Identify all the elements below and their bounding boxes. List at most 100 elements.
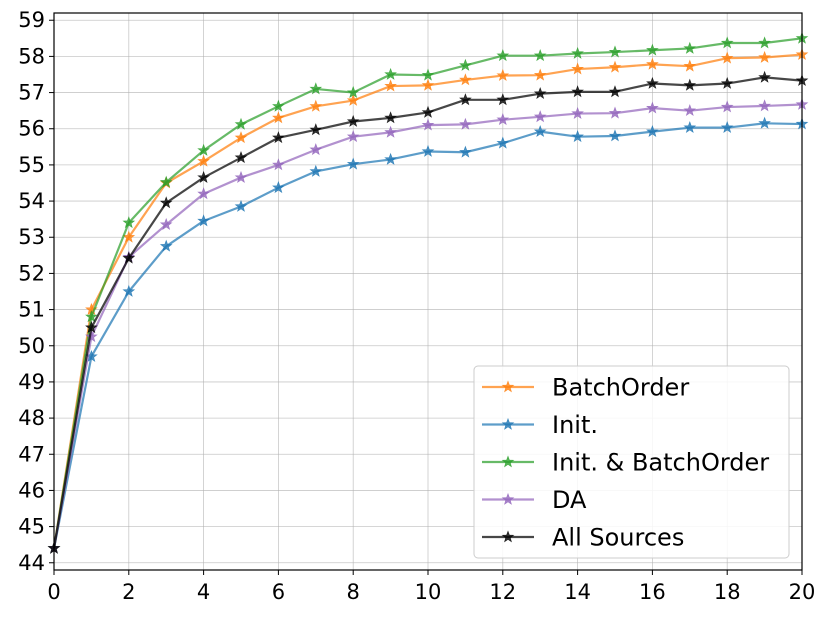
data-point	[608, 60, 622, 73]
legend: BatchOrder Init. Init. & BatchOrder DA All S…	[473, 365, 790, 559]
x-tick-label: 18	[714, 580, 741, 604]
data-point	[272, 131, 285, 144]
data-point	[683, 78, 697, 91]
data-point	[346, 114, 360, 127]
data-point	[571, 62, 584, 75]
y-tick-label: 47	[18, 442, 45, 466]
data-point	[533, 68, 547, 81]
data-point	[234, 170, 248, 183]
data-point	[533, 86, 547, 100]
data-point	[234, 117, 248, 130]
data-point	[309, 143, 323, 156]
data-point	[85, 330, 98, 343]
y-tick-label: 58	[18, 44, 45, 68]
data-point	[496, 113, 510, 126]
y-tick-label: 52	[18, 261, 45, 285]
data-point	[346, 157, 360, 170]
data-point	[309, 123, 323, 136]
data-point	[720, 51, 734, 64]
data-point	[459, 93, 472, 106]
y-tick-label: 54	[18, 189, 45, 213]
data-point	[533, 110, 547, 123]
legend-star-icon	[501, 530, 515, 543]
legend-item: Init. & BatchOrder	[482, 449, 769, 477]
data-point	[346, 93, 360, 106]
y-tick-label: 56	[18, 117, 45, 141]
data-point	[346, 130, 360, 143]
data-point	[197, 187, 210, 200]
data-point	[571, 46, 584, 59]
series-init-batchorder	[47, 31, 809, 554]
data-point	[608, 129, 622, 142]
legend-item: All Sources	[482, 524, 684, 552]
data-point	[459, 117, 472, 130]
data-point	[720, 120, 734, 134]
legend-label: Init.	[552, 411, 598, 439]
data-point	[309, 164, 323, 177]
legend-label: DA	[552, 486, 587, 514]
legend-label: Init. & BatchOrder	[552, 449, 769, 477]
legend-item: Init.	[482, 411, 598, 439]
data-point	[159, 217, 173, 230]
data-point	[384, 111, 397, 124]
data-point	[496, 93, 510, 106]
series-layer	[47, 31, 809, 554]
data-point	[758, 36, 771, 49]
y-tick-label: 46	[18, 478, 45, 502]
data-point	[384, 152, 397, 165]
data-point	[758, 70, 771, 83]
data-point	[159, 239, 173, 252]
data-point	[309, 82, 323, 95]
data-point	[85, 320, 98, 334]
data-point	[197, 170, 210, 183]
data-point	[384, 79, 397, 92]
y-tick-label: 44	[18, 551, 45, 575]
data-point	[496, 49, 510, 62]
data-point	[384, 67, 397, 80]
y-tick-label: 50	[18, 334, 45, 358]
data-point	[720, 76, 734, 89]
data-point	[384, 125, 397, 138]
data-point	[608, 85, 622, 98]
data-point	[683, 103, 697, 117]
data-point	[646, 124, 659, 138]
data-point	[496, 136, 510, 149]
ticks: 0 2 4 6 8 10 12 14 16 18 2044454647484950515253545…	[18, 8, 815, 604]
data-point	[309, 99, 323, 112]
data-point	[758, 116, 771, 129]
legend-star-icon	[501, 380, 515, 393]
data-point	[720, 36, 734, 49]
x-tick-label: 4	[197, 580, 210, 604]
x-tick-label: 6	[272, 580, 285, 604]
data-point	[608, 45, 622, 58]
data-point	[272, 99, 285, 112]
data-point	[459, 145, 472, 158]
x-tick-label: 20	[789, 580, 816, 604]
data-point	[159, 196, 173, 209]
data-point	[683, 59, 697, 72]
data-point	[234, 151, 248, 164]
legend-item: BatchOrder	[482, 374, 689, 402]
data-point	[571, 106, 584, 119]
legend-label: All Sources	[552, 524, 684, 552]
data-point	[683, 120, 697, 134]
data-point	[421, 118, 435, 131]
x-tick-label: 12	[489, 580, 516, 604]
data-point	[533, 49, 547, 62]
data-point	[496, 68, 510, 81]
data-point	[459, 58, 472, 71]
data-point	[122, 284, 136, 297]
data-point	[272, 111, 285, 124]
data-point	[459, 73, 472, 86]
legend-box	[473, 365, 790, 559]
data-point	[197, 154, 210, 167]
legend-label: BatchOrder	[552, 374, 689, 402]
legend-star-icon	[501, 417, 515, 430]
legend-star-icon	[501, 492, 515, 505]
y-tick-label: 49	[18, 370, 45, 394]
data-point	[122, 251, 136, 264]
x-tick-label: 0	[47, 580, 60, 604]
x-tick-label: 10	[415, 580, 442, 604]
data-point	[646, 43, 659, 56]
